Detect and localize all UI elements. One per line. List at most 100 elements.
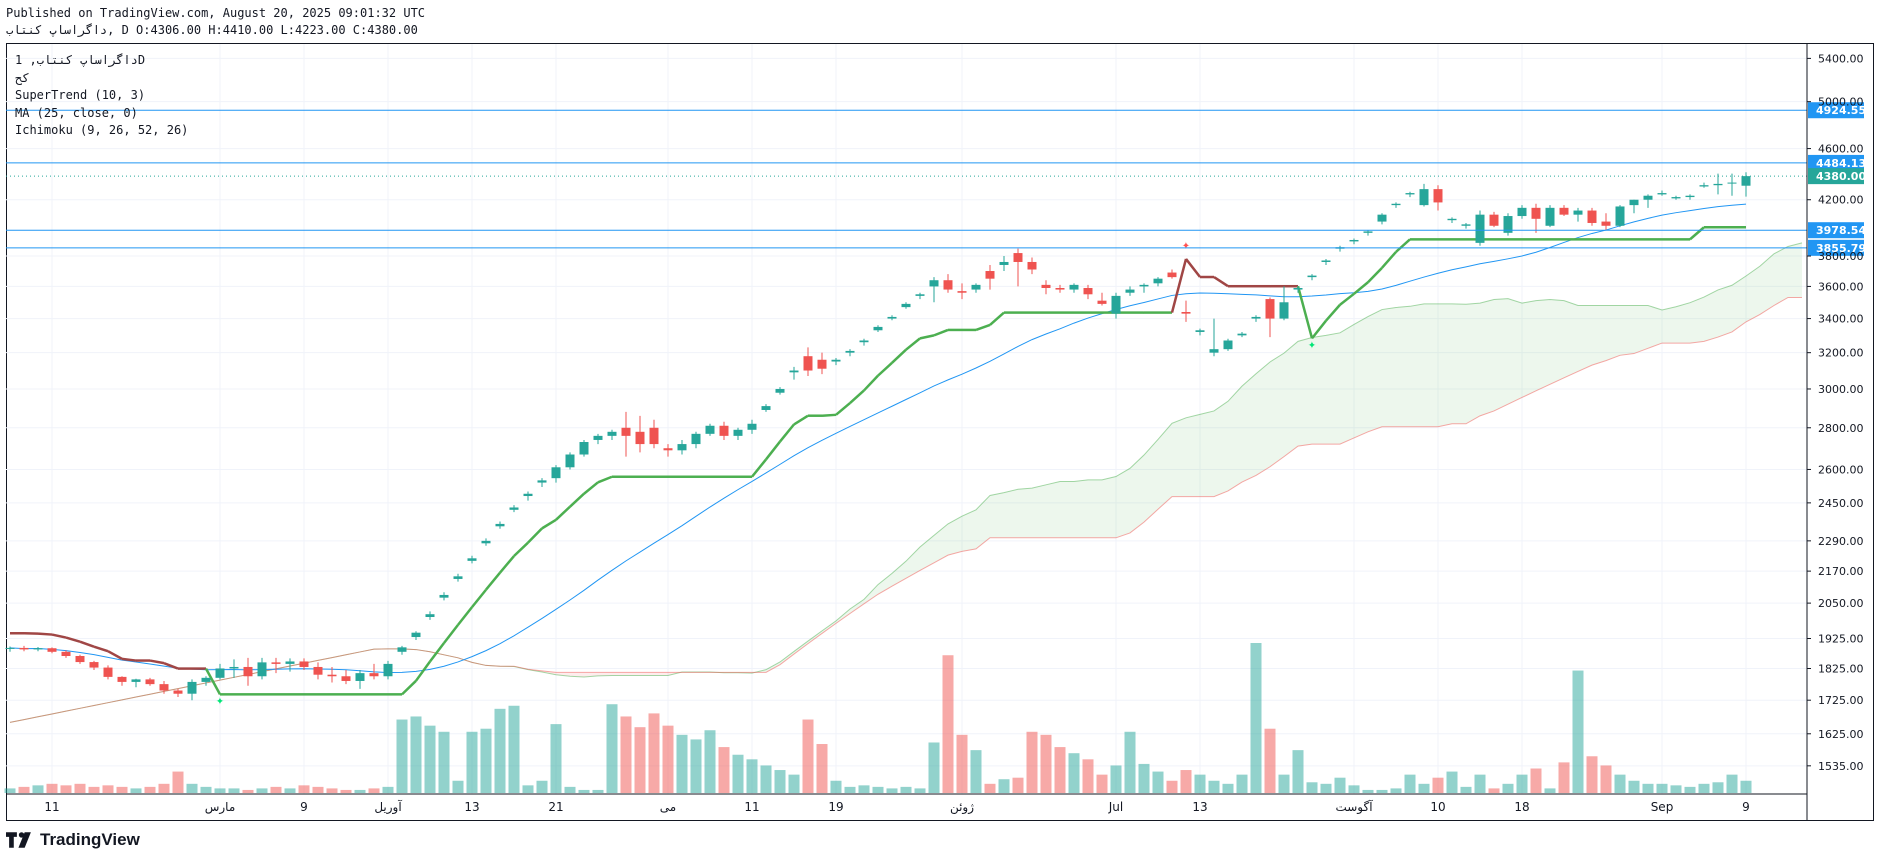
candle (33, 647, 43, 652)
volume-bar (396, 719, 408, 793)
candle-body (1097, 300, 1107, 304)
x-tick-label: 9 (300, 800, 308, 814)
supertrend-segment (93, 645, 109, 653)
candle-body (845, 350, 855, 353)
ichimoku-cloud-segment (1480, 299, 1494, 416)
candle-body (187, 681, 197, 694)
y-tick-label: 1535.00 (1818, 760, 1864, 773)
volume-bar (1572, 670, 1584, 793)
volume-bar (172, 771, 184, 793)
candle-body (439, 594, 449, 598)
candle-body (481, 540, 491, 544)
candle (649, 419, 659, 449)
volume-bar (1068, 753, 1080, 793)
volume-bar (886, 788, 898, 793)
candle (1209, 318, 1219, 357)
volume-bar (620, 716, 632, 793)
volume-bar (452, 780, 464, 793)
candle-body (1167, 272, 1177, 278)
candle (971, 283, 981, 293)
volume-bar (1628, 780, 1640, 793)
volume-bar (522, 785, 534, 793)
candle (369, 663, 379, 680)
supertrend-segment (1296, 285, 1314, 339)
candle (523, 491, 533, 501)
candle-body (971, 284, 981, 290)
supertrend-segment (513, 541, 529, 557)
volume-bar (74, 783, 86, 793)
ichimoku-cloud-segment (1718, 285, 1732, 338)
candle-body (1209, 349, 1219, 353)
candle-body (1713, 183, 1723, 186)
candle-body (859, 340, 869, 343)
legend-supertrend[interactable]: SuperTrend (10, 3) (15, 88, 146, 102)
tradingview-footer[interactable]: TradingView (6, 830, 140, 850)
candle-body (635, 431, 645, 445)
ichimoku-cloud-segment (1242, 373, 1256, 483)
candle (1293, 286, 1303, 293)
ichimoku-cloud-segment (1158, 423, 1172, 510)
volume-bar (956, 734, 968, 793)
candle (397, 645, 407, 655)
price-label-box (1808, 222, 1864, 239)
volume-bar (1376, 789, 1388, 793)
ichimoku-cloud-segment (1774, 246, 1788, 306)
candle-body (1223, 340, 1233, 350)
candle (1097, 292, 1107, 306)
supertrend-segment (414, 660, 432, 682)
x-tick-label: آگوست (1335, 799, 1373, 815)
candle (187, 679, 197, 701)
legend-ma[interactable]: MA (25, close, 0) (15, 105, 138, 120)
volume-bar (508, 705, 520, 793)
ichimoku-cloud-segment (1508, 298, 1522, 405)
candle-body (1405, 193, 1415, 195)
candle-body (243, 666, 253, 677)
volume-bar (130, 788, 142, 793)
ichimoku-cloud-segment (934, 523, 948, 563)
candle (1531, 203, 1541, 233)
candle-body (929, 280, 939, 287)
volume-bar (1726, 774, 1738, 793)
supertrend-segment (471, 588, 487, 608)
volume-bar (116, 786, 128, 793)
ichimoku-cloud-segment (1116, 468, 1130, 538)
volume-bar (550, 724, 562, 793)
x-tick-label: 10 (1430, 800, 1445, 814)
x-tick-label: Sep (1651, 800, 1674, 814)
y-tick-label: 2450.00 (1818, 497, 1864, 510)
ichimoku-cloud-segment (766, 661, 780, 673)
volume-bar (718, 747, 730, 793)
candle-body (551, 467, 561, 479)
volume-bar (1740, 780, 1752, 793)
candle (831, 357, 841, 366)
candle-body (1615, 206, 1625, 226)
candle (635, 415, 645, 453)
supertrend-segment (905, 337, 921, 351)
chart-frame[interactable] (6, 43, 1874, 821)
ichimoku-cloud-segment (1704, 289, 1718, 342)
candle-body (355, 673, 365, 681)
volume-bar (1446, 771, 1458, 793)
candle-body (761, 406, 771, 410)
ichimoku-cloud-segment (1676, 302, 1690, 344)
candle (719, 421, 729, 440)
candle (229, 659, 239, 678)
candle-layer (5, 172, 1751, 701)
ichimoku-cloud-segment (1018, 488, 1032, 538)
candle (999, 256, 1009, 272)
ichimoku-cloud-segment (1438, 303, 1452, 427)
ichimoku-cloud-segment (1788, 242, 1802, 298)
candle-body (831, 359, 841, 362)
volume-bar (1432, 777, 1444, 793)
candle-body (1195, 330, 1205, 332)
supertrend-segment (499, 555, 515, 574)
legend-symbol[interactable]: داگراساپ کنتاب, 1D (15, 53, 146, 67)
volume-bar (1362, 789, 1374, 793)
ichimoku-cloud-segment (1354, 316, 1368, 438)
volume-bar (844, 786, 856, 793)
legend-ichimoku[interactable]: Ichimoku (9, 26, 52, 26) (15, 123, 189, 137)
volume-bar (494, 708, 506, 793)
candle-body (299, 661, 309, 667)
volume-bar (410, 716, 422, 793)
